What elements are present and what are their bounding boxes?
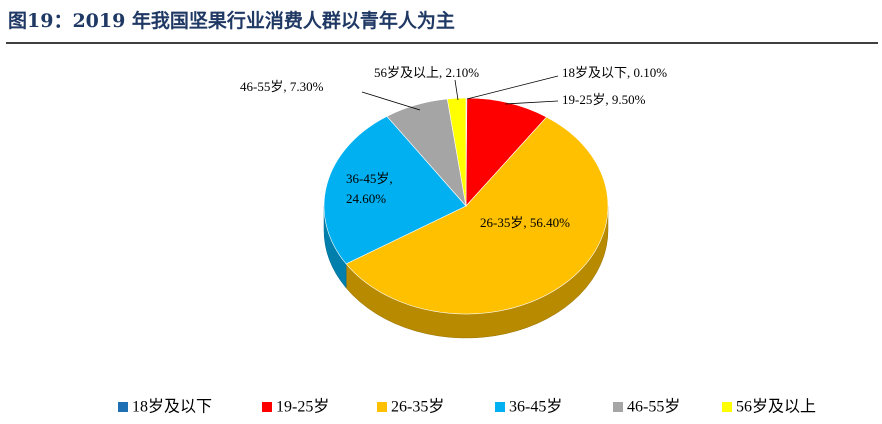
leader-line bbox=[504, 100, 559, 105]
legend-label: 26-35岁 bbox=[391, 398, 444, 416]
legend-label: 46-55岁 bbox=[627, 398, 680, 416]
legend-label: 18岁及以下 bbox=[132, 398, 212, 416]
legend-swatch bbox=[613, 402, 623, 412]
slice bbox=[446, 97, 467, 207]
leader-line bbox=[361, 91, 421, 111]
label-value: 7.30% bbox=[290, 79, 324, 94]
data-label: 26-35岁, 56.40% bbox=[480, 215, 570, 230]
label-category: 26-35岁 bbox=[480, 215, 523, 230]
label-category: 36-45岁 bbox=[346, 171, 389, 186]
label-value: 9.50% bbox=[612, 92, 646, 107]
data-label: 18岁及以下, 0.10% bbox=[562, 65, 667, 80]
legend-swatch bbox=[722, 402, 732, 412]
legend-label: 19-25岁 bbox=[276, 398, 329, 416]
slice bbox=[345, 116, 609, 315]
label-category: 46-55岁 bbox=[240, 79, 283, 94]
label-value: 0.10% bbox=[634, 65, 668, 80]
label-value: 2.10% bbox=[446, 65, 480, 80]
label-category: 56岁及以上 bbox=[374, 65, 439, 80]
label-sep: , bbox=[283, 79, 290, 94]
label-sep: , bbox=[439, 65, 446, 80]
label-sep: , bbox=[523, 215, 530, 230]
chart-title: 图19：2019 年我国坚果行业消费人群以青年人为主 bbox=[8, 9, 455, 32]
data-label: 46-55岁, 7.30% bbox=[240, 79, 324, 94]
slice bbox=[323, 115, 467, 265]
legend-swatch bbox=[262, 402, 272, 412]
label-value: 24.60% bbox=[346, 191, 386, 206]
legend-swatch bbox=[118, 402, 128, 412]
label-sep: , bbox=[627, 65, 634, 80]
legend-swatch bbox=[495, 402, 505, 412]
label-value: 56.40% bbox=[530, 215, 570, 230]
label-category: 19-25岁 bbox=[562, 92, 605, 107]
leader-line bbox=[466, 75, 559, 100]
slice bbox=[465, 97, 548, 207]
label-sep: , bbox=[389, 171, 392, 186]
legend-label: 36-45岁 bbox=[509, 398, 562, 416]
label-category: 18岁及以下 bbox=[562, 65, 627, 80]
label-sep: , bbox=[605, 92, 612, 107]
legend-swatch bbox=[377, 402, 387, 412]
data-label: 56岁及以上, 2.10% bbox=[374, 65, 479, 80]
legend-label: 56岁及以上 bbox=[736, 398, 816, 416]
data-label: 19-25岁, 9.50% bbox=[562, 92, 646, 107]
leader-line bbox=[454, 79, 459, 101]
data-label: 36-45岁, 24.60% bbox=[346, 171, 393, 206]
